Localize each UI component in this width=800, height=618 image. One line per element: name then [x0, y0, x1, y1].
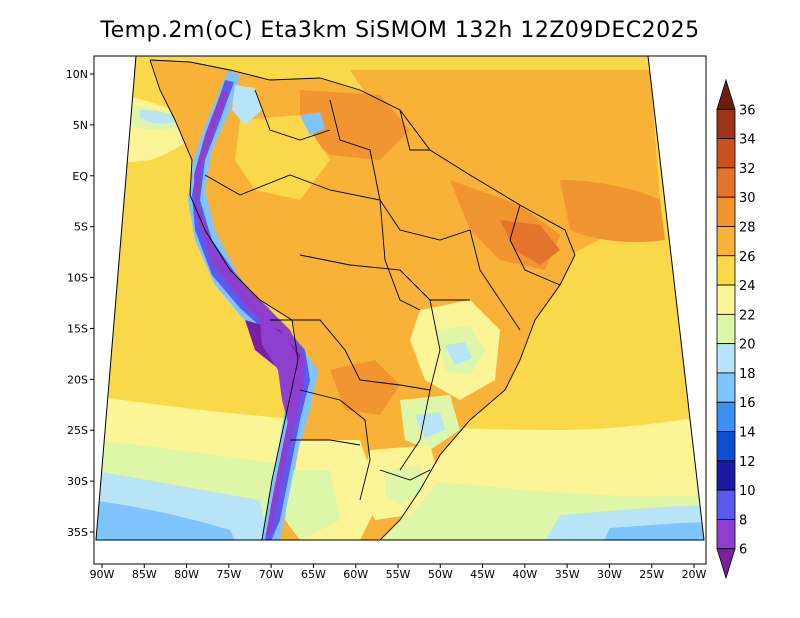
- lon-tick-label: 90W: [90, 568, 115, 581]
- colorbar-segment: [716, 401, 736, 432]
- latitude-axis: 10N 5N EQ 5S 10S 15S 20S 25S 30S 35S: [66, 68, 94, 539]
- lon-tick-label: 60W: [343, 568, 368, 581]
- lon-tick-label: 70W: [259, 568, 284, 581]
- colorbar-label: 14: [739, 426, 756, 441]
- lon-tick-label: 80W: [174, 568, 199, 581]
- colorbar-segment: [716, 519, 736, 550]
- lon-tick-label: 35W: [555, 568, 580, 581]
- colorbar-label: 18: [739, 367, 756, 382]
- colorbar-segment: [716, 431, 736, 462]
- colorbar-label: 8: [739, 513, 747, 528]
- lat-tick-label: 30S: [67, 475, 88, 488]
- lat-tick-label: 20S: [67, 373, 88, 386]
- lon-tick-label: 85W: [132, 568, 157, 581]
- lon-tick-label: 30W: [597, 568, 622, 581]
- colorbar-label: 10: [739, 484, 756, 499]
- colorbar-label: 26: [739, 250, 756, 265]
- colorbar-label: 32: [739, 162, 756, 177]
- lat-tick-label: 10N: [66, 68, 88, 81]
- colorbar-label: 16: [739, 396, 756, 411]
- colorbar-segment: [716, 284, 736, 315]
- lon-tick-label: 50W: [428, 568, 453, 581]
- lon-tick-label: 65W: [301, 568, 326, 581]
- lon-tick-label: 75W: [216, 568, 241, 581]
- map-title: Temp.2m(oC) Eta3km SiSMOM 132h 12Z09DEC2…: [100, 18, 700, 43]
- lat-tick-label: 5N: [73, 119, 88, 132]
- colorbar-segment: [716, 138, 736, 169]
- lat-tick-label: 15S: [67, 322, 88, 335]
- longitude-axis: 90W 85W 80W 75W 70W 65W 60W 55W 50W 45W 40W 35W 30W 2…: [90, 564, 707, 581]
- colorbar-segment: [716, 460, 736, 491]
- plot-border: [93, 55, 707, 565]
- colorbar: 6 8 10 12 14 16 18 20 22 24 26 28 30 32 34 36: [716, 78, 756, 580]
- colorbar-segment: [716, 226, 736, 257]
- colorbar-segment: [716, 489, 736, 520]
- colorbar-segment: [716, 78, 736, 110]
- colorbar-label: 22: [739, 308, 756, 323]
- lon-tick-label: 55W: [386, 568, 411, 581]
- colorbar-segment: [716, 313, 736, 345]
- colorbar-label: 28: [739, 220, 756, 235]
- colorbar-label: 6: [739, 543, 747, 558]
- colorbar-label: 30: [739, 191, 756, 206]
- colorbar-label: 34: [739, 133, 756, 148]
- lat-tick-label: EQ: [72, 170, 88, 183]
- lon-tick-label: 25W: [639, 568, 664, 581]
- colorbar-label: 36: [739, 103, 756, 118]
- colorbar-label: 20: [739, 338, 756, 353]
- colorbar-segment: [716, 343, 736, 374]
- colorbar-label: 12: [739, 455, 756, 470]
- colorbar-segment: [716, 548, 736, 580]
- lon-tick-label: 40W: [512, 568, 537, 581]
- lon-tick-label: 45W: [470, 568, 495, 581]
- colorbar-segment: [716, 255, 736, 286]
- lat-tick-label: 25S: [67, 424, 88, 437]
- temperature-field: [96, 56, 704, 540]
- lat-tick-label: 35S: [67, 526, 88, 539]
- colorbar-segment: [716, 372, 736, 403]
- colorbar-segment: [716, 108, 736, 139]
- lat-tick-label: 10S: [67, 272, 88, 285]
- political-boundaries: [149, 59, 576, 540]
- colorbar-segment: [716, 196, 736, 227]
- colorbar-segment: [716, 167, 736, 198]
- lat-tick-label: 5S: [74, 221, 88, 234]
- colorbar-label: 24: [739, 279, 756, 294]
- lon-tick-label: 20W: [682, 568, 707, 581]
